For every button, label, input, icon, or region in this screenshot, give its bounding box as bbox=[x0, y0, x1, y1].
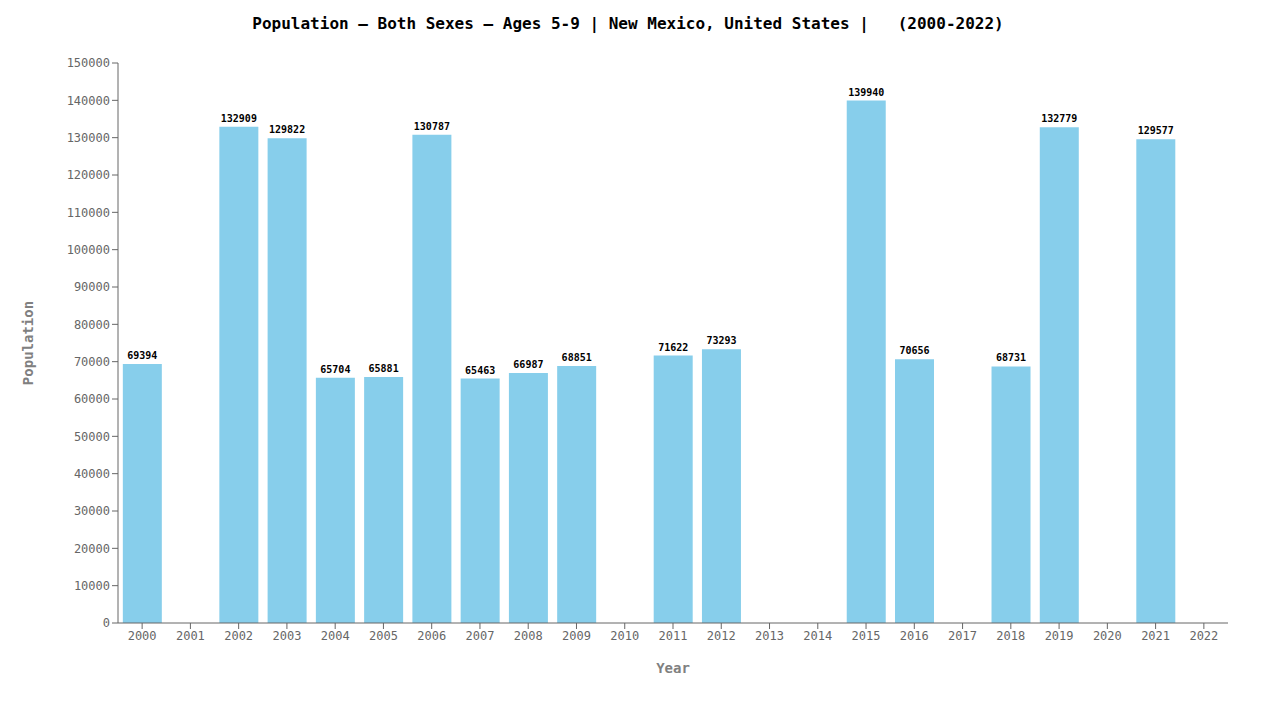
svg-text:2017: 2017 bbox=[948, 629, 977, 643]
svg-text:Population: Population bbox=[20, 301, 36, 385]
svg-text:132909: 132909 bbox=[221, 113, 257, 124]
svg-text:2001: 2001 bbox=[176, 629, 205, 643]
svg-text:68731: 68731 bbox=[996, 352, 1026, 363]
svg-text:129577: 129577 bbox=[1138, 125, 1174, 136]
svg-text:20000: 20000 bbox=[74, 542, 110, 556]
svg-text:2000: 2000 bbox=[128, 629, 157, 643]
svg-text:50000: 50000 bbox=[74, 430, 110, 444]
svg-text:2016: 2016 bbox=[900, 629, 929, 643]
svg-text:120000: 120000 bbox=[67, 168, 110, 182]
svg-text:80000: 80000 bbox=[74, 318, 110, 332]
svg-text:130787: 130787 bbox=[414, 121, 450, 132]
svg-text:40000: 40000 bbox=[74, 467, 110, 481]
svg-text:68851: 68851 bbox=[562, 352, 592, 363]
svg-text:2007: 2007 bbox=[466, 629, 495, 643]
svg-text:Year: Year bbox=[656, 660, 690, 676]
svg-text:30000: 30000 bbox=[74, 504, 110, 518]
svg-text:69394: 69394 bbox=[127, 350, 157, 361]
svg-text:2006: 2006 bbox=[417, 629, 446, 643]
html-text:Population – Both Sexes – Ages: Population – Both Sexes – Ages 5-9 | New… bbox=[252, 14, 1004, 33]
svg-text:90000: 90000 bbox=[74, 280, 110, 294]
svg-text:2019: 2019 bbox=[1045, 629, 1074, 643]
svg-text:130000: 130000 bbox=[67, 131, 110, 145]
svg-text:2011: 2011 bbox=[659, 629, 688, 643]
svg-text:2010: 2010 bbox=[610, 629, 639, 643]
svg-text:73293: 73293 bbox=[706, 335, 736, 346]
svg-text:66987: 66987 bbox=[513, 359, 543, 370]
svg-text:65881: 65881 bbox=[369, 363, 399, 374]
svg-text:2013: 2013 bbox=[755, 629, 784, 643]
svg-text:65463: 65463 bbox=[465, 365, 495, 376]
svg-text:2009: 2009 bbox=[562, 629, 591, 643]
svg-text:139940: 139940 bbox=[848, 87, 884, 98]
svg-text:132779: 132779 bbox=[1041, 113, 1077, 124]
svg-text:2022: 2022 bbox=[1189, 629, 1218, 643]
svg-text:140000: 140000 bbox=[67, 94, 110, 108]
svg-text:0: 0 bbox=[103, 616, 110, 630]
svg-text:129822: 129822 bbox=[269, 124, 305, 135]
svg-text:2014: 2014 bbox=[803, 629, 832, 643]
svg-text:71622: 71622 bbox=[658, 342, 688, 353]
svg-text:2012: 2012 bbox=[707, 629, 736, 643]
svg-text:150000: 150000 bbox=[67, 56, 110, 70]
svg-text:2002: 2002 bbox=[224, 629, 253, 643]
svg-text:2005: 2005 bbox=[369, 629, 398, 643]
svg-text:70656: 70656 bbox=[899, 345, 929, 356]
svg-text:2018: 2018 bbox=[996, 629, 1025, 643]
svg-text:65704: 65704 bbox=[320, 364, 350, 375]
svg-text:2003: 2003 bbox=[272, 629, 301, 643]
svg-text:70000: 70000 bbox=[74, 355, 110, 369]
svg-text:60000: 60000 bbox=[74, 392, 110, 406]
svg-text:110000: 110000 bbox=[67, 206, 110, 220]
svg-text:2015: 2015 bbox=[852, 629, 881, 643]
svg-text:100000: 100000 bbox=[67, 243, 110, 257]
svg-text:2020: 2020 bbox=[1093, 629, 1122, 643]
svg-text:10000: 10000 bbox=[74, 579, 110, 593]
svg-text:2008: 2008 bbox=[514, 629, 543, 643]
svg-text:2004: 2004 bbox=[321, 629, 350, 643]
svg-text:2021: 2021 bbox=[1141, 629, 1170, 643]
